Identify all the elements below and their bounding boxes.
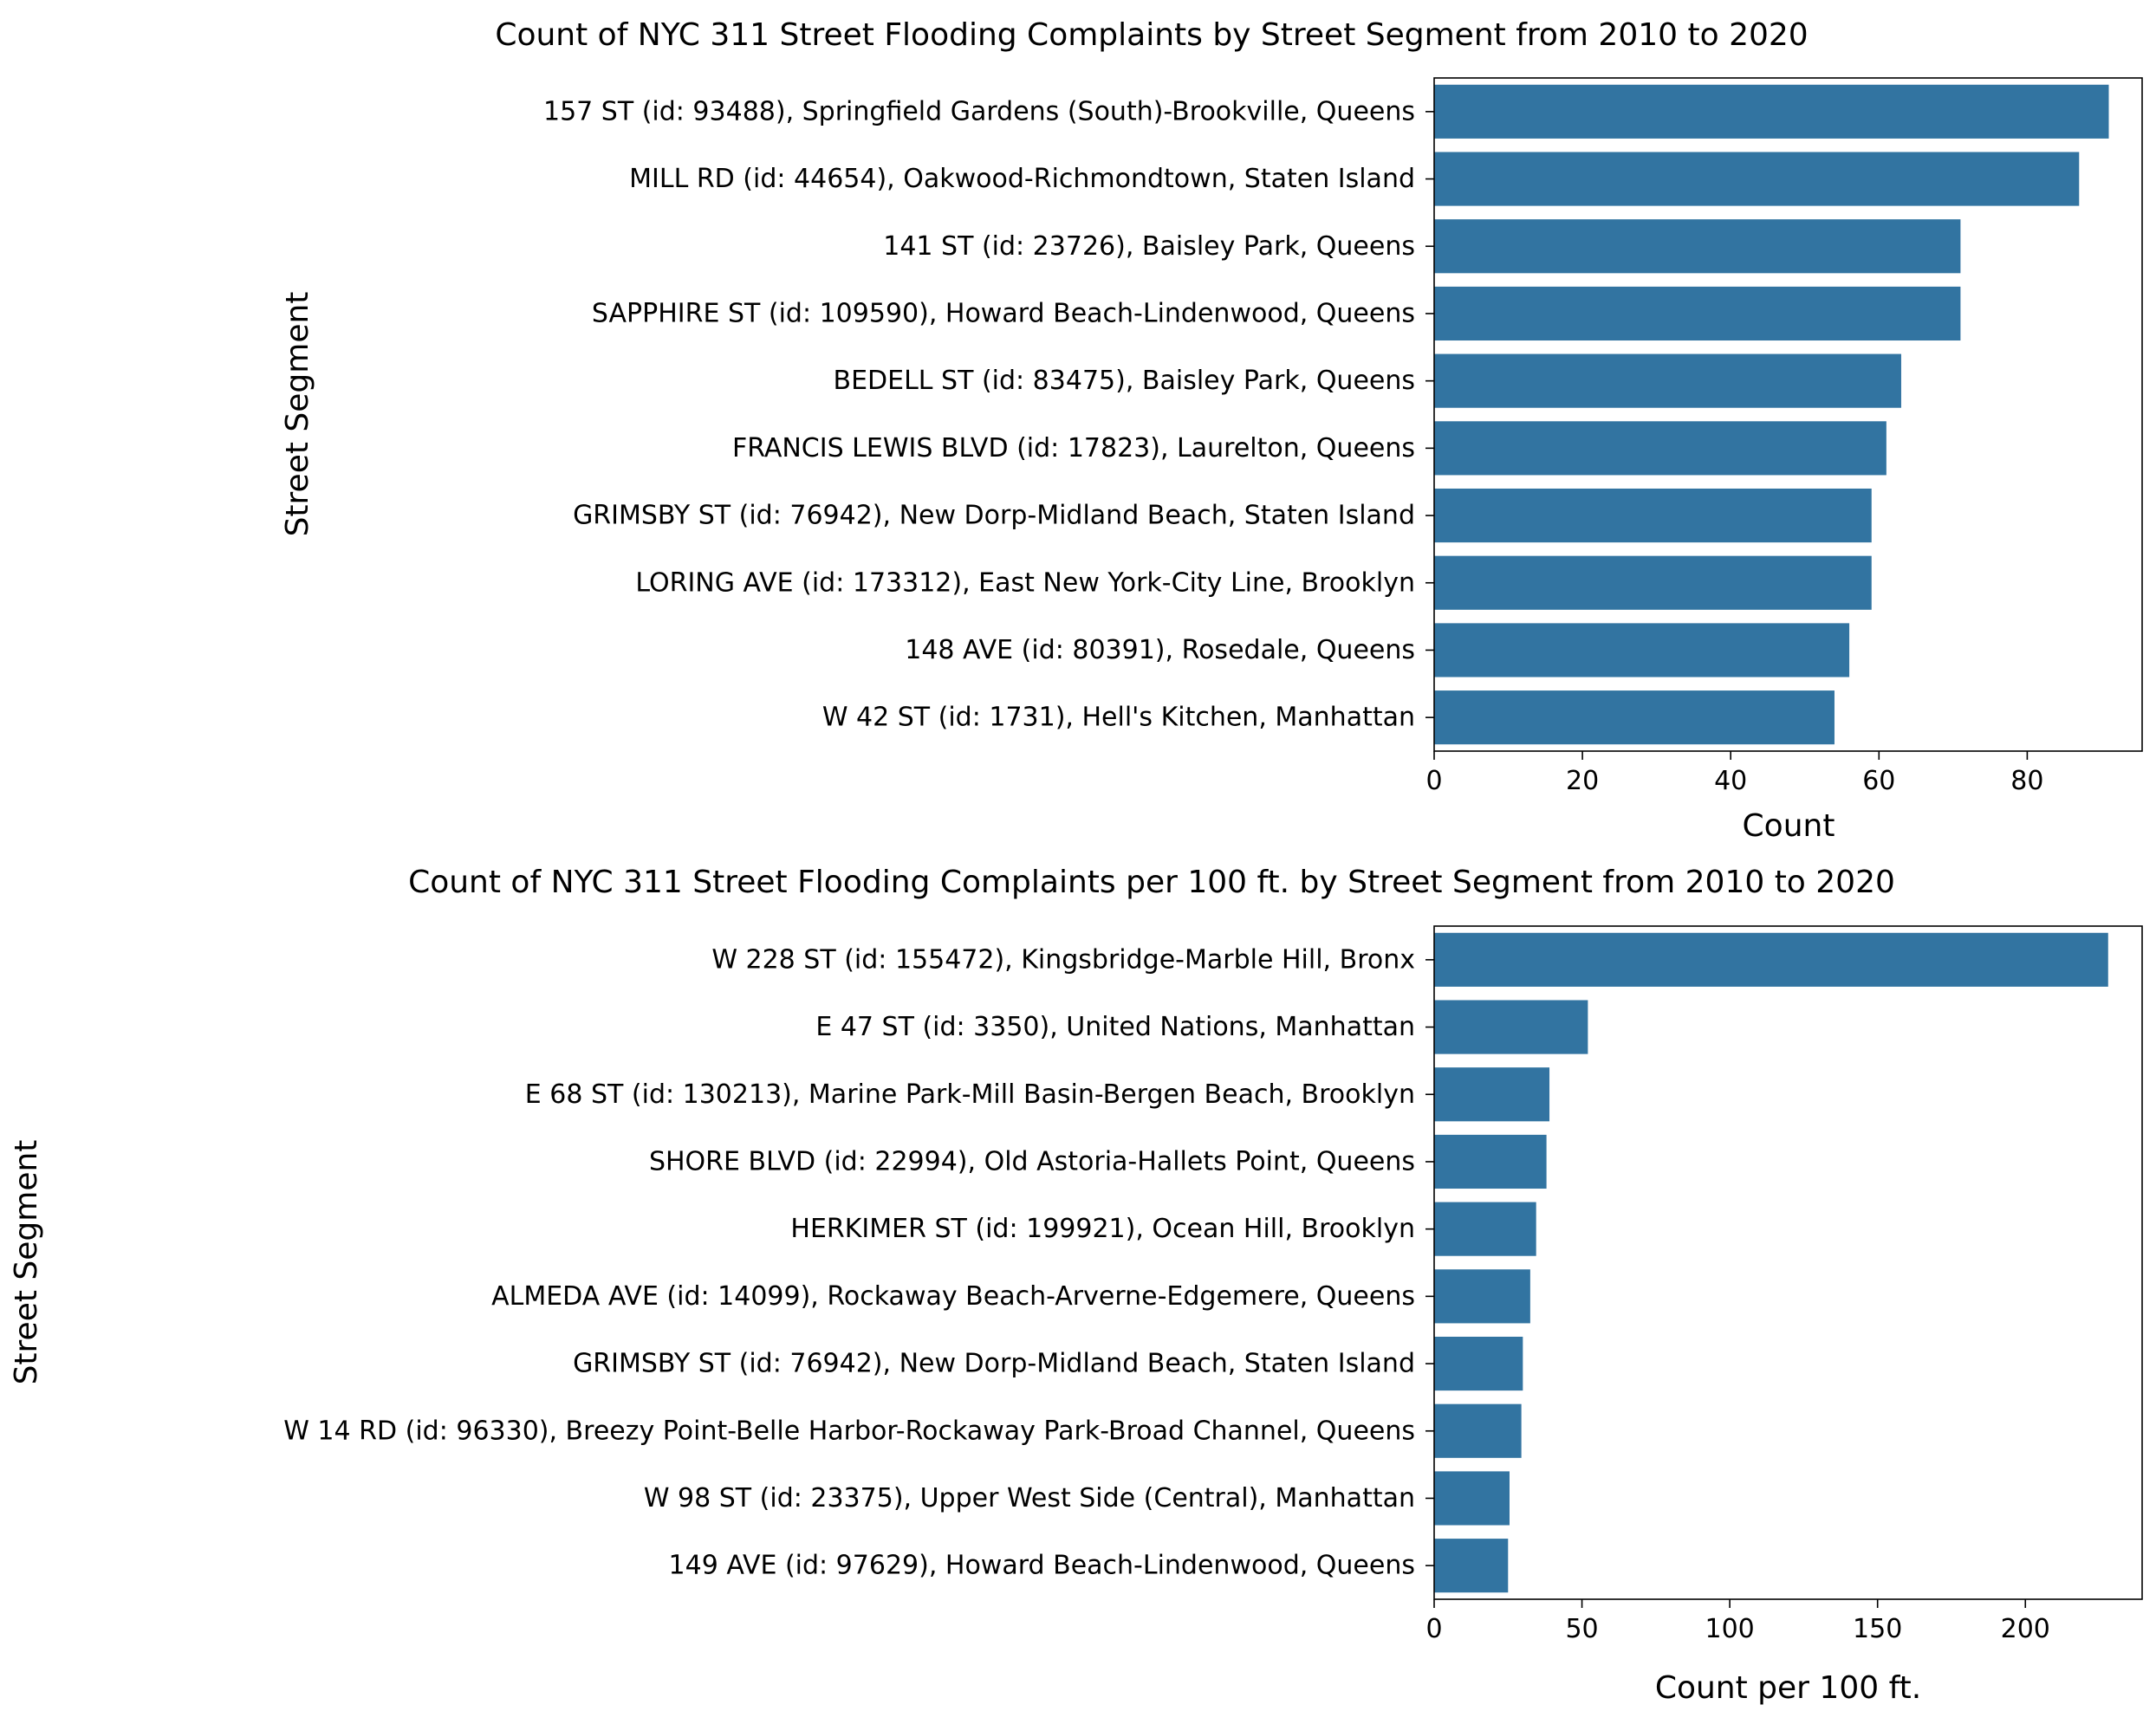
bar — [1434, 1471, 1510, 1526]
bar — [1434, 1539, 1509, 1593]
x-tick-label: 100 — [1705, 1614, 1754, 1644]
chart-title: Count of NYC 311 Street Flooding Complai… — [495, 17, 1808, 53]
y-tick-label: ALMEDA AVE (id: 14099), Rockaway Beach-A… — [491, 1281, 1415, 1312]
bar — [1434, 152, 2080, 206]
axes-frame — [1433, 77, 2143, 752]
bar — [1434, 1067, 1550, 1122]
bar — [1434, 1336, 1523, 1391]
y-tick-label: GRIMSBY ST (id: 76942), New Dorp-Midland… — [573, 1349, 1415, 1379]
bar — [1434, 690, 1835, 745]
x-tick-label: 50 — [1565, 1614, 1598, 1644]
bar — [1434, 1134, 1547, 1189]
y-tick-label: E 47 ST (id: 3350), United Nations, Manh… — [815, 1012, 1415, 1042]
y-tick-label: W 98 ST (id: 23375), Upper West Side (Ce… — [644, 1483, 1415, 1513]
y-tick-label: BEDELL ST (id: 83475), Baisley Park, Que… — [834, 366, 1416, 396]
y-tick-label: 141 ST (id: 23726), Baisley Park, Queens — [883, 231, 1415, 262]
bar — [1434, 353, 1901, 408]
x-tick-label: 80 — [2010, 766, 2043, 796]
bar — [1434, 1000, 1588, 1054]
subplot-1: Count of NYC 311 Street Flooding Complai… — [280, 17, 2143, 844]
y-tick-label: 148 AVE (id: 80391), Rosedale, Queens — [905, 635, 1415, 665]
x-tick-label: 0 — [1425, 766, 1442, 796]
subplot-2: Count of NYC 311 Street Flooding Complai… — [9, 865, 2143, 1706]
x-tick-label: 40 — [1714, 766, 1747, 796]
x-tick-label: 60 — [1862, 766, 1895, 796]
bar — [1434, 286, 1961, 341]
y-tick-label: HERKIMER ST (id: 199921), Ocean Hill, Br… — [790, 1214, 1415, 1244]
y-tick-label: E 68 ST (id: 130213), Marine Park-Mill B… — [525, 1079, 1415, 1110]
axes-frame — [1433, 925, 2143, 1600]
bar — [1434, 1202, 1536, 1256]
y-tick-label: W 14 RD (id: 96330), Breezy Point-Belle … — [283, 1416, 1415, 1446]
x-tick-label: 0 — [1425, 1614, 1442, 1644]
y-tick-label: SAPPHIRE ST (id: 109590), Howard Beach-L… — [592, 298, 1415, 328]
y-tick-label: W 228 ST (id: 155472), Kingsbridge-Marbl… — [711, 944, 1415, 975]
y-tick-label: 149 AVE (id: 97629), Howard Beach-Linden… — [669, 1551, 1415, 1581]
x-axis-label: Count per 100 ft. — [1655, 1670, 1921, 1706]
x-tick-label: 200 — [2001, 1614, 2050, 1644]
bar — [1434, 555, 1872, 610]
y-tick-label: 157 ST (id: 93488), Springfield Gardens … — [543, 96, 1415, 126]
y-tick-label: MILL RD (id: 44654), Oakwood-Richmondtow… — [629, 164, 1415, 194]
y-tick-label: LORING AVE (id: 173312), East New York-C… — [635, 567, 1415, 598]
y-tick-label: W 42 ST (id: 1731), Hell's Kitchen, Manh… — [822, 703, 1415, 733]
bar — [1434, 1403, 1522, 1458]
x-tick-label: 20 — [1566, 766, 1599, 796]
bar — [1434, 219, 1961, 274]
chart-title: Count of NYC 311 Street Flooding Complai… — [408, 865, 1895, 900]
bar — [1434, 1269, 1530, 1324]
x-tick-label: 150 — [1853, 1614, 1902, 1644]
y-axis-label: Street Segment — [9, 1140, 44, 1385]
bar — [1434, 932, 2108, 987]
bar — [1434, 488, 1872, 543]
y-tick-label: SHORE BLVD (id: 22994), Old Astoria-Hall… — [649, 1146, 1415, 1176]
x-axis-label: Count — [1743, 808, 1835, 844]
y-tick-label: GRIMSBY ST (id: 76942), New Dorp-Midland… — [573, 501, 1415, 531]
bar — [1434, 84, 2109, 139]
y-tick-label: FRANCIS LEWIS BLVD (id: 17823), Laurelto… — [732, 433, 1415, 463]
bar — [1434, 421, 1886, 476]
y-axis-label: Street Segment — [280, 292, 315, 537]
bar — [1434, 623, 1850, 677]
